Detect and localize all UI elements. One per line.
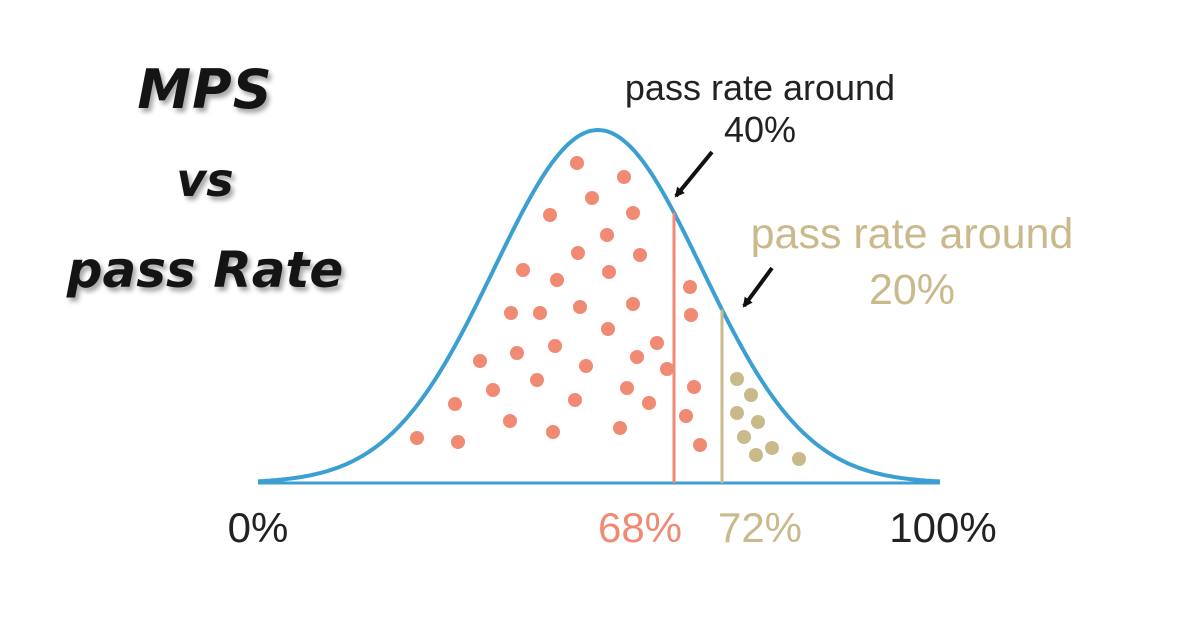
below-68-dot — [570, 156, 584, 170]
below-68-dot — [579, 359, 593, 373]
title-vs: vs — [176, 153, 234, 207]
below-68-dot — [613, 421, 627, 435]
below-68-dot — [600, 228, 614, 242]
sample-dots — [410, 156, 806, 466]
annotation-72-line1: pass rate around — [751, 210, 1074, 258]
below-68-dot — [543, 208, 557, 222]
below-68-dot — [504, 306, 518, 320]
above-72-dot — [765, 441, 779, 455]
title: MPS vs pass Rate — [40, 50, 370, 310]
below-68-dot — [510, 346, 524, 360]
title-mps: MPS — [137, 58, 273, 121]
below-68-dot — [585, 191, 599, 205]
arrow-to-68-intersection — [674, 150, 714, 198]
below-68-dot — [530, 373, 544, 387]
below-68-dot — [573, 300, 587, 314]
below-68-dot — [687, 380, 701, 394]
below-68-dot — [548, 339, 562, 353]
below-68-dot — [626, 206, 640, 220]
above-72-dot — [730, 406, 744, 420]
below-68-dot — [571, 246, 585, 260]
below-68-dot — [448, 397, 462, 411]
below-68-dot — [650, 336, 664, 350]
tick-label-68: 68% — [598, 504, 682, 551]
above-72-dot — [751, 415, 765, 429]
below-68-dot — [679, 409, 693, 423]
below-68-dot — [617, 170, 631, 184]
below-68-dot — [601, 322, 615, 336]
title-pass-rate: pass Rate — [66, 241, 344, 299]
below-68-dot — [620, 381, 634, 395]
above-72-dot — [744, 388, 758, 402]
below-68-dot — [533, 306, 547, 320]
below-68-dot — [473, 354, 487, 368]
bell-curve — [257, 127, 941, 484]
below-68-dot — [546, 425, 560, 439]
below-68-dot — [602, 265, 616, 279]
below-68-dot — [633, 248, 647, 262]
below-68-dot — [660, 362, 674, 376]
below-68-dot — [410, 431, 424, 445]
below-68-dot — [693, 438, 707, 452]
below-68-dot — [568, 393, 582, 407]
above-72-dot — [730, 372, 744, 386]
below-68-dot — [684, 308, 698, 322]
tick-label-100: 100% — [889, 504, 996, 551]
below-68-dot — [486, 383, 500, 397]
below-68-dot — [516, 263, 530, 277]
below-68-dot — [550, 273, 564, 287]
below-68-dot — [642, 396, 656, 410]
annotation-72-line2: 20% — [869, 266, 955, 314]
below-68-dot — [451, 435, 465, 449]
below-68-dot — [630, 350, 644, 364]
below-68-dot — [626, 297, 640, 311]
below-68-dot — [503, 414, 517, 428]
above-72-dot — [792, 452, 806, 466]
arrow-to-72-intersection — [742, 266, 774, 308]
tick-label-72: 72% — [718, 504, 802, 551]
annotation-68-line1: pass rate around — [625, 67, 895, 108]
above-72-dot — [737, 430, 751, 444]
tick-label-0: 0% — [228, 504, 289, 551]
below-68-dot — [683, 280, 697, 294]
annotation-68-line2: 40% — [724, 109, 796, 150]
above-72-dot — [749, 448, 763, 462]
